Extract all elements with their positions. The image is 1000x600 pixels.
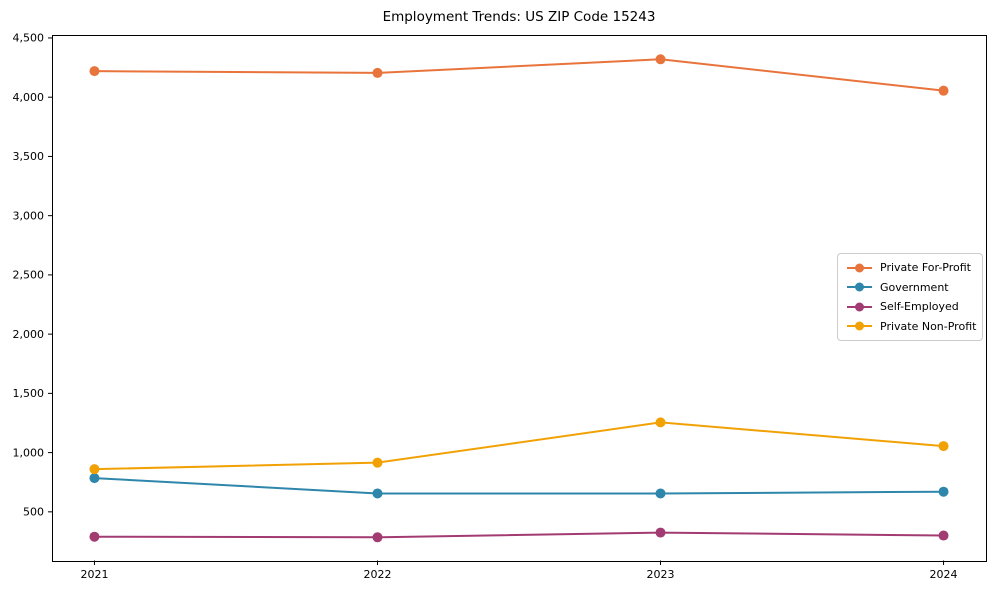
y-tick-label: 4,500 (13, 32, 45, 45)
legend-line-marker-icon (847, 263, 872, 273)
data-point-private-non-profit-2022 (372, 457, 383, 468)
data-point-self-employed-2022 (372, 532, 383, 543)
y-tick-label: 2,000 (13, 328, 45, 341)
legend-label: Private Non-Profit (880, 319, 977, 333)
data-point-private-non-profit-2021 (89, 464, 100, 475)
legend-label: Private For-Profit (880, 261, 971, 275)
data-point-private-for-profit-2023 (655, 54, 666, 65)
legend-item-self-employed: Self-Employed (846, 299, 974, 315)
x-tick-label: 2023 (647, 568, 675, 581)
series-private-for-profit (89, 54, 949, 96)
y-tick-label: 2,500 (13, 269, 45, 282)
x-tick-label: 2022 (363, 568, 391, 581)
data-point-government-2023 (655, 488, 666, 499)
legend-label: Government (880, 280, 949, 294)
y-tick-label: 3,500 (13, 150, 45, 163)
data-point-government-2022 (372, 488, 383, 499)
data-point-private-for-profit-2022 (372, 67, 383, 78)
legend: Private For-Profit Government Self-Employe… (837, 253, 983, 341)
x-axis: 2021 2022 2023 2024 (80, 560, 958, 581)
data-point-private-for-profit-2024 (938, 85, 949, 96)
series-line-private-non-profit (93, 421, 945, 471)
data-point-private-non-profit-2024 (938, 441, 949, 452)
y-tick-label: 1,500 (13, 387, 45, 400)
legend-item-private-non-profit: Private Non-Profit (846, 318, 977, 334)
axes-box (52, 35, 987, 562)
data-point-self-employed-2021 (89, 531, 100, 542)
legend-line-marker-icon (847, 321, 872, 331)
y-tick-label: 1,000 (13, 446, 45, 459)
series-line-self-employed (93, 531, 945, 539)
series-government (89, 473, 949, 499)
x-tick-label: 2021 (80, 568, 108, 581)
series-self-employed (89, 527, 949, 543)
series-line-government (93, 477, 945, 495)
legend-label: Self-Employed (880, 300, 959, 314)
data-point-self-employed-2024 (938, 530, 949, 541)
x-tick-label: 2024 (930, 568, 958, 581)
y-tick-label: 4,000 (13, 91, 45, 104)
y-tick-label: 3,000 (13, 209, 45, 222)
data-point-government-2024 (938, 486, 949, 497)
y-tick-label: 500 (23, 506, 44, 519)
legend-item-private-for-profit: Private For-Profit (846, 260, 974, 276)
legend-line-marker-icon (847, 302, 872, 312)
y-axis: 500 1,000 1,500 2,000 2,500 3,000 3,500 4,000 4,… (13, 32, 53, 519)
data-point-private-for-profit-2021 (89, 66, 100, 77)
chart-title: Employment Trends: US ZIP Code 15243 (382, 9, 656, 25)
legend-item-government: Government (846, 279, 974, 295)
data-point-private-non-profit-2023 (655, 417, 666, 428)
data-point-self-employed-2023 (655, 527, 666, 538)
series-line-private-for-profit (93, 58, 945, 92)
data-point-government-2021 (89, 473, 100, 484)
legend-line-marker-icon (847, 282, 872, 292)
series-private-non-profit (89, 417, 949, 475)
